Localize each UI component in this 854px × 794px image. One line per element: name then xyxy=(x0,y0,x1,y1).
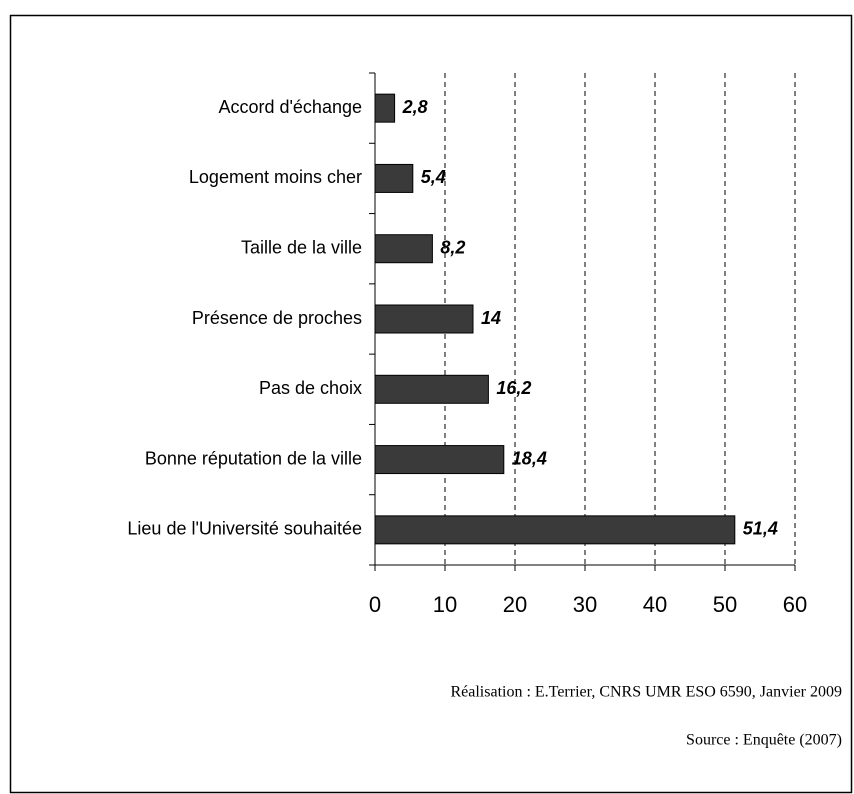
bar xyxy=(374,515,736,545)
bar xyxy=(374,304,474,334)
x-tick-label: 20 xyxy=(503,592,527,617)
x-tick-label: 30 xyxy=(573,592,597,617)
x-tick-label: 10 xyxy=(433,592,457,617)
value-label: 16,2 xyxy=(496,378,531,398)
x-tick-label: 40 xyxy=(643,592,667,617)
category-label: Accord d'échange xyxy=(218,97,362,117)
frame xyxy=(9,14,853,794)
x-tick-label: 60 xyxy=(783,592,807,617)
bar xyxy=(374,374,489,404)
value-label: 8,2 xyxy=(440,237,465,257)
value-label: 2,8 xyxy=(402,97,428,117)
category-label: Pas de choix xyxy=(259,378,362,398)
value-label: 14 xyxy=(481,308,501,328)
bar xyxy=(374,445,505,475)
category-label: Logement moins cher xyxy=(189,167,362,187)
category-label: Bonne réputation de la ville xyxy=(145,448,362,468)
bar xyxy=(374,163,414,193)
bar xyxy=(374,93,396,123)
credit: Réalisation : E.Terrier, CNRS UMR ESO 65… xyxy=(450,684,842,701)
bar xyxy=(374,234,433,264)
x-tick-label: 0 xyxy=(369,592,381,617)
category-label: Taille de la ville xyxy=(241,237,362,257)
x-tick-label: 50 xyxy=(713,592,737,617)
value-label: 18,4 xyxy=(512,448,547,468)
category-label: Lieu de l'Université souhaitée xyxy=(127,519,362,539)
source: Source : Enquête (2007) xyxy=(686,732,842,749)
value-label: 5,4 xyxy=(421,167,446,187)
category-label: Présence de proches xyxy=(192,308,362,328)
value-label: 51,4 xyxy=(743,519,778,539)
